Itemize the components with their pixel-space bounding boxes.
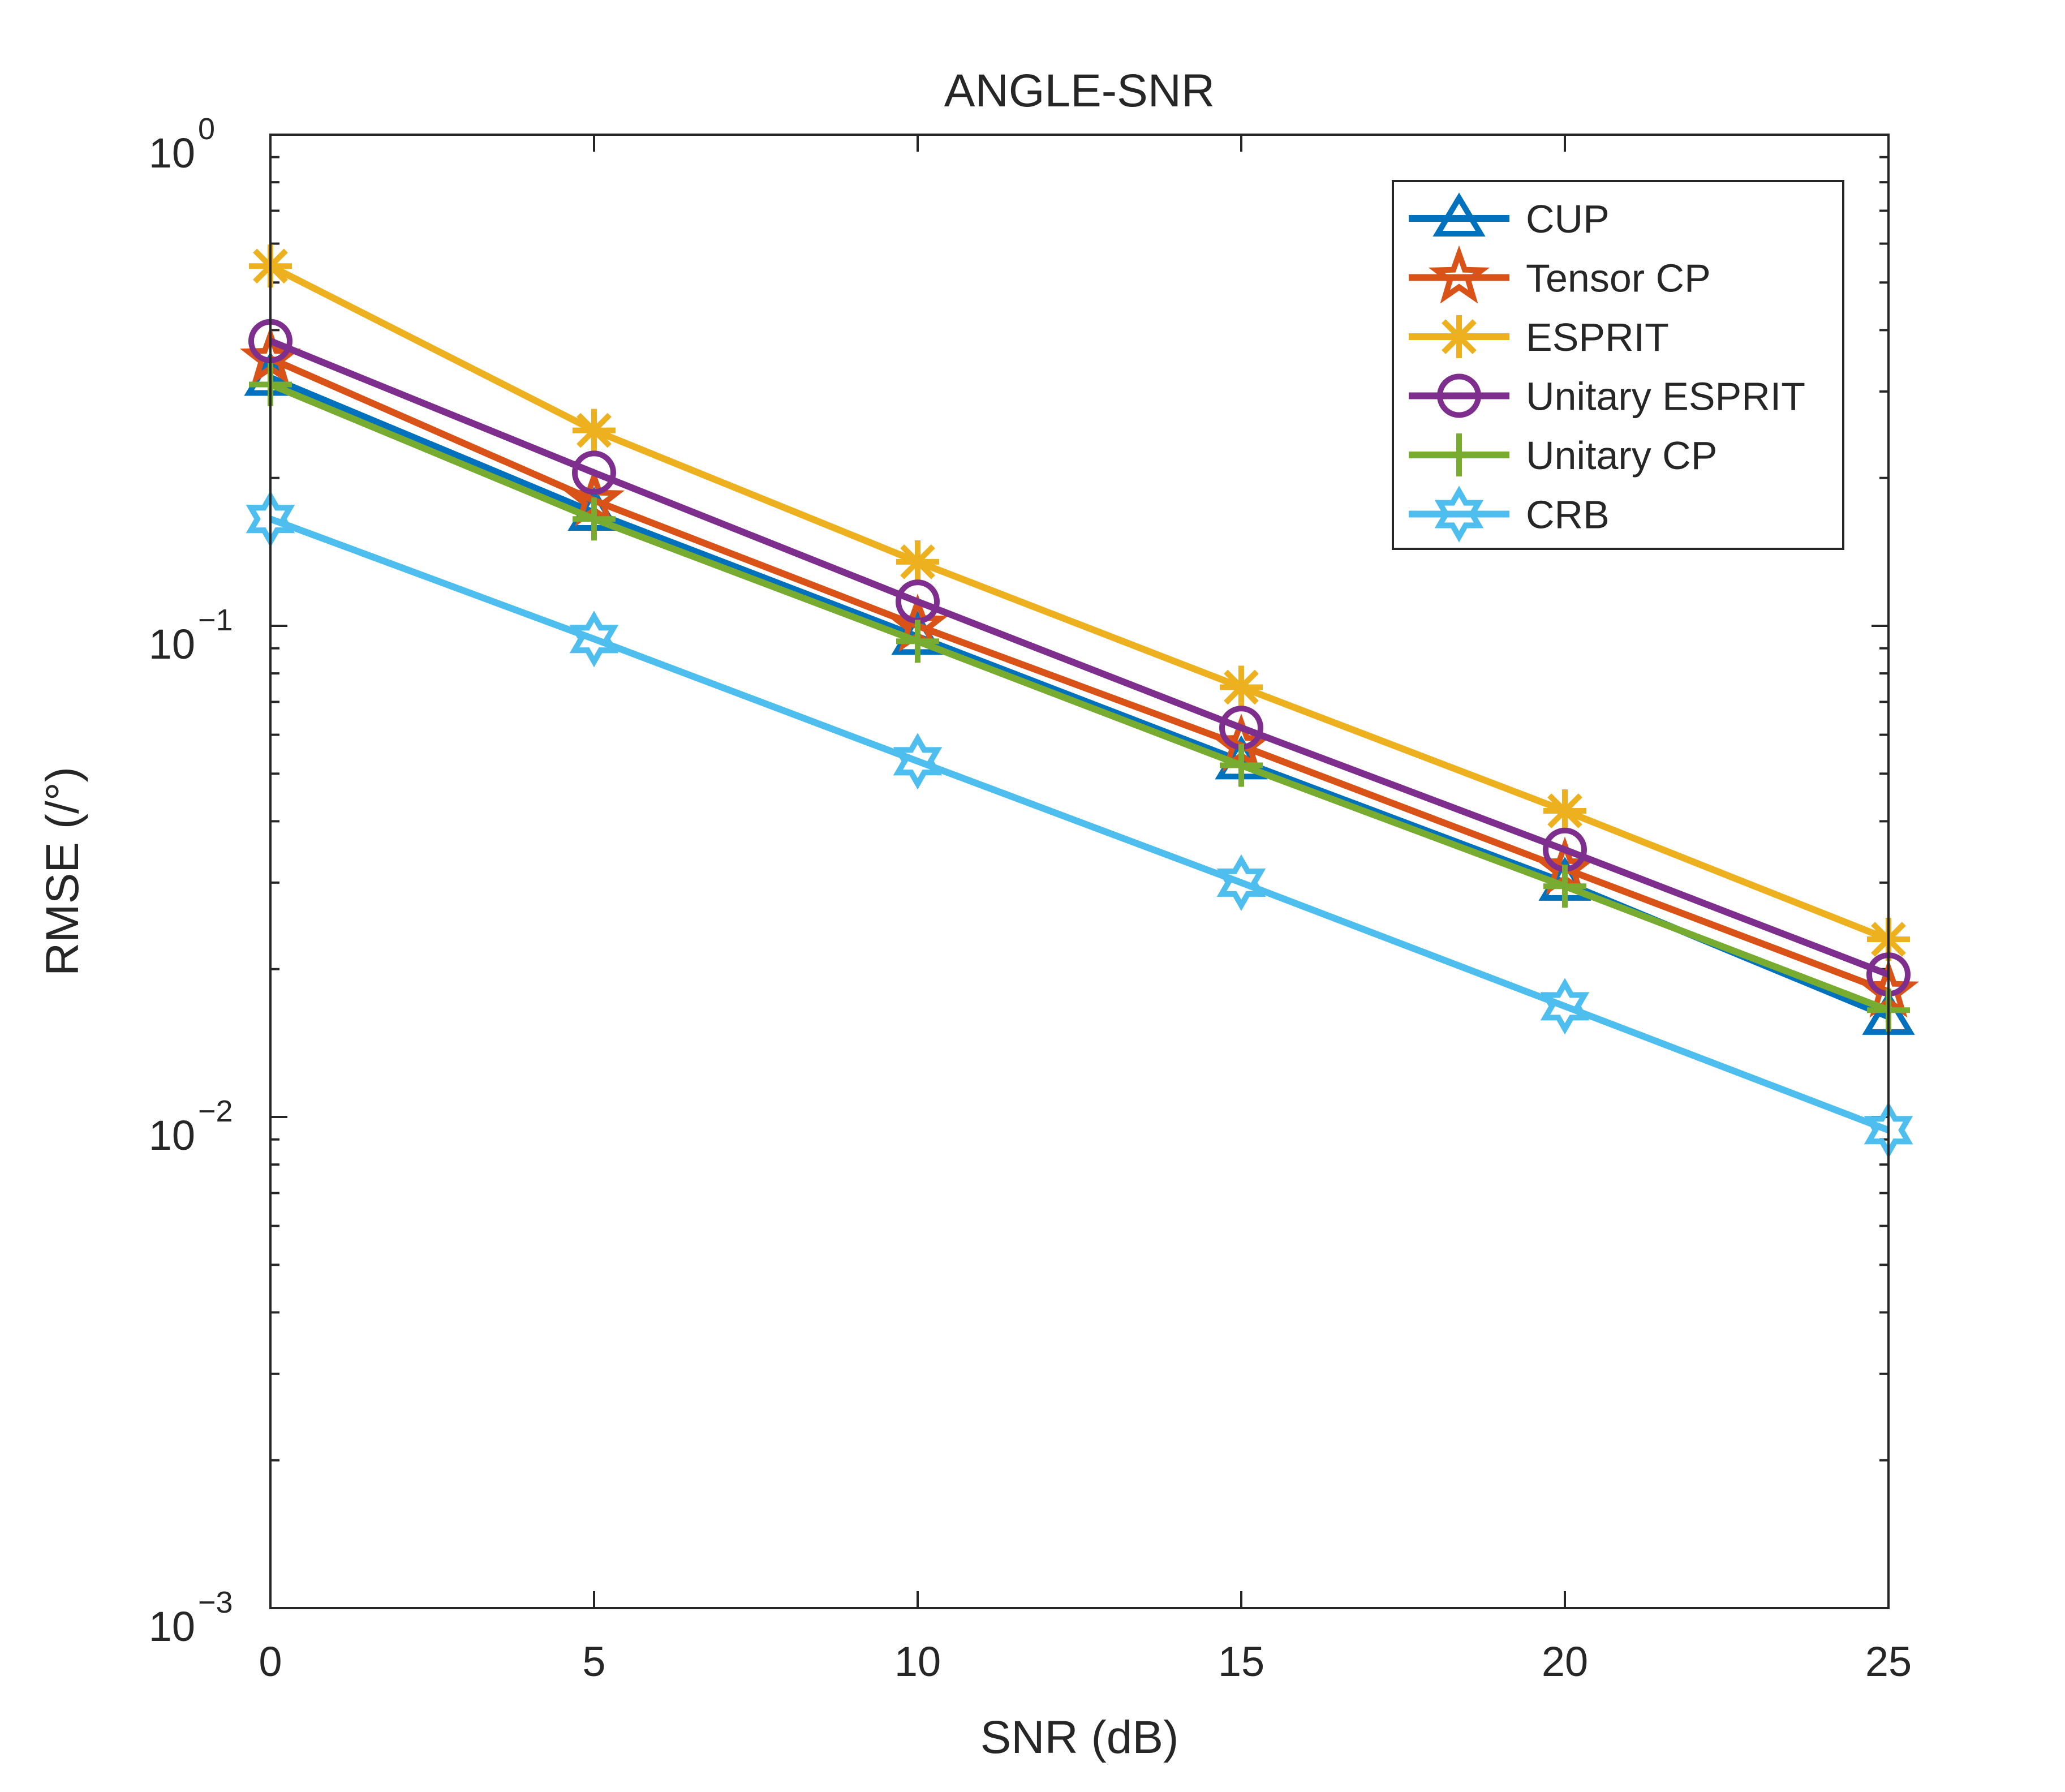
marker-plus-icon <box>896 620 939 663</box>
marker-asterisk-icon <box>573 409 616 452</box>
legend-label: CRB <box>1526 493 1610 537</box>
marker-plus-icon <box>573 497 616 541</box>
legend-label: Tensor CP <box>1526 256 1711 300</box>
legend-entry: CUP <box>1409 192 1610 241</box>
y-tick-label-exponent: 0 <box>198 112 215 146</box>
x-tick-label: 25 <box>1865 1638 1912 1685</box>
legend-entry: CRB <box>1409 485 1610 543</box>
series-line <box>269 515 1890 1133</box>
y-tick-label-base: 10 <box>149 1603 195 1650</box>
x-tick-label: 15 <box>1218 1638 1264 1685</box>
axes-box <box>269 134 1890 1609</box>
legend-box <box>1392 180 1844 550</box>
marker-circle-icon <box>1437 373 1481 418</box>
series-line <box>269 381 1890 1013</box>
x-tick-label: 5 <box>582 1638 605 1685</box>
marker-asterisk-icon <box>1543 789 1586 833</box>
x-tick-label: 10 <box>894 1638 941 1685</box>
legend: CUP Tensor CP ESPRIT Unitary ESPRIT Unitary … <box>1392 180 1844 550</box>
marker-triangle-icon <box>1432 192 1486 237</box>
legend-entry: Unitary ESPRIT <box>1409 373 1805 419</box>
y-tick-label-exponent: −3 <box>198 1585 233 1619</box>
marker-plus-icon <box>1220 744 1263 787</box>
marker-circle-icon <box>572 450 616 495</box>
y-tick-label-base: 10 <box>149 621 195 668</box>
y-axis-label: RMSE (/°) <box>37 767 88 976</box>
marker-asterisk-icon <box>1438 315 1481 358</box>
marker-hexagram-icon <box>569 611 619 668</box>
legend-label: ESPRIT <box>1526 315 1669 359</box>
marker-hexagram-icon <box>1540 978 1590 1035</box>
legend-entry: Tensor CP <box>1409 245 1711 304</box>
marker-asterisk-icon <box>1220 665 1263 709</box>
series-line <box>269 338 1890 978</box>
legend-label: Unitary ESPRIT <box>1526 375 1805 419</box>
series-layer <box>239 244 1920 1159</box>
legend-entry: ESPRIT <box>1409 315 1669 359</box>
x-axis-label: SNR (dB) <box>980 1712 1179 1763</box>
y-tick-label-exponent: −1 <box>198 603 233 637</box>
y-tick-label-base: 10 <box>149 1112 195 1159</box>
marker-asterisk-icon <box>896 540 939 583</box>
series-line <box>269 355 1890 995</box>
y-tick-label-exponent: −2 <box>198 1094 233 1128</box>
x-tick-labels: 0 5 10 15 20 25 <box>259 1638 1912 1685</box>
chart-title: ANGLE-SNR <box>944 65 1215 117</box>
marker-plus-icon <box>1543 865 1586 908</box>
marker-hexagram-icon <box>893 733 943 790</box>
x-tick-label: 0 <box>259 1638 282 1685</box>
legend-label: CUP <box>1526 197 1610 241</box>
legend-label: Unitary CP <box>1526 433 1717 478</box>
series-line <box>269 263 1890 943</box>
marker-hexagram-icon <box>1216 854 1266 911</box>
marker-hexagram-icon <box>1434 485 1484 543</box>
marker-pentagram-icon <box>1428 245 1490 304</box>
legend-entry: Unitary CP <box>1409 433 1717 478</box>
x-tick-label: 20 <box>1542 1638 1588 1685</box>
y-tick-label-base: 10 <box>149 130 195 177</box>
marker-plus-icon <box>1438 433 1481 476</box>
